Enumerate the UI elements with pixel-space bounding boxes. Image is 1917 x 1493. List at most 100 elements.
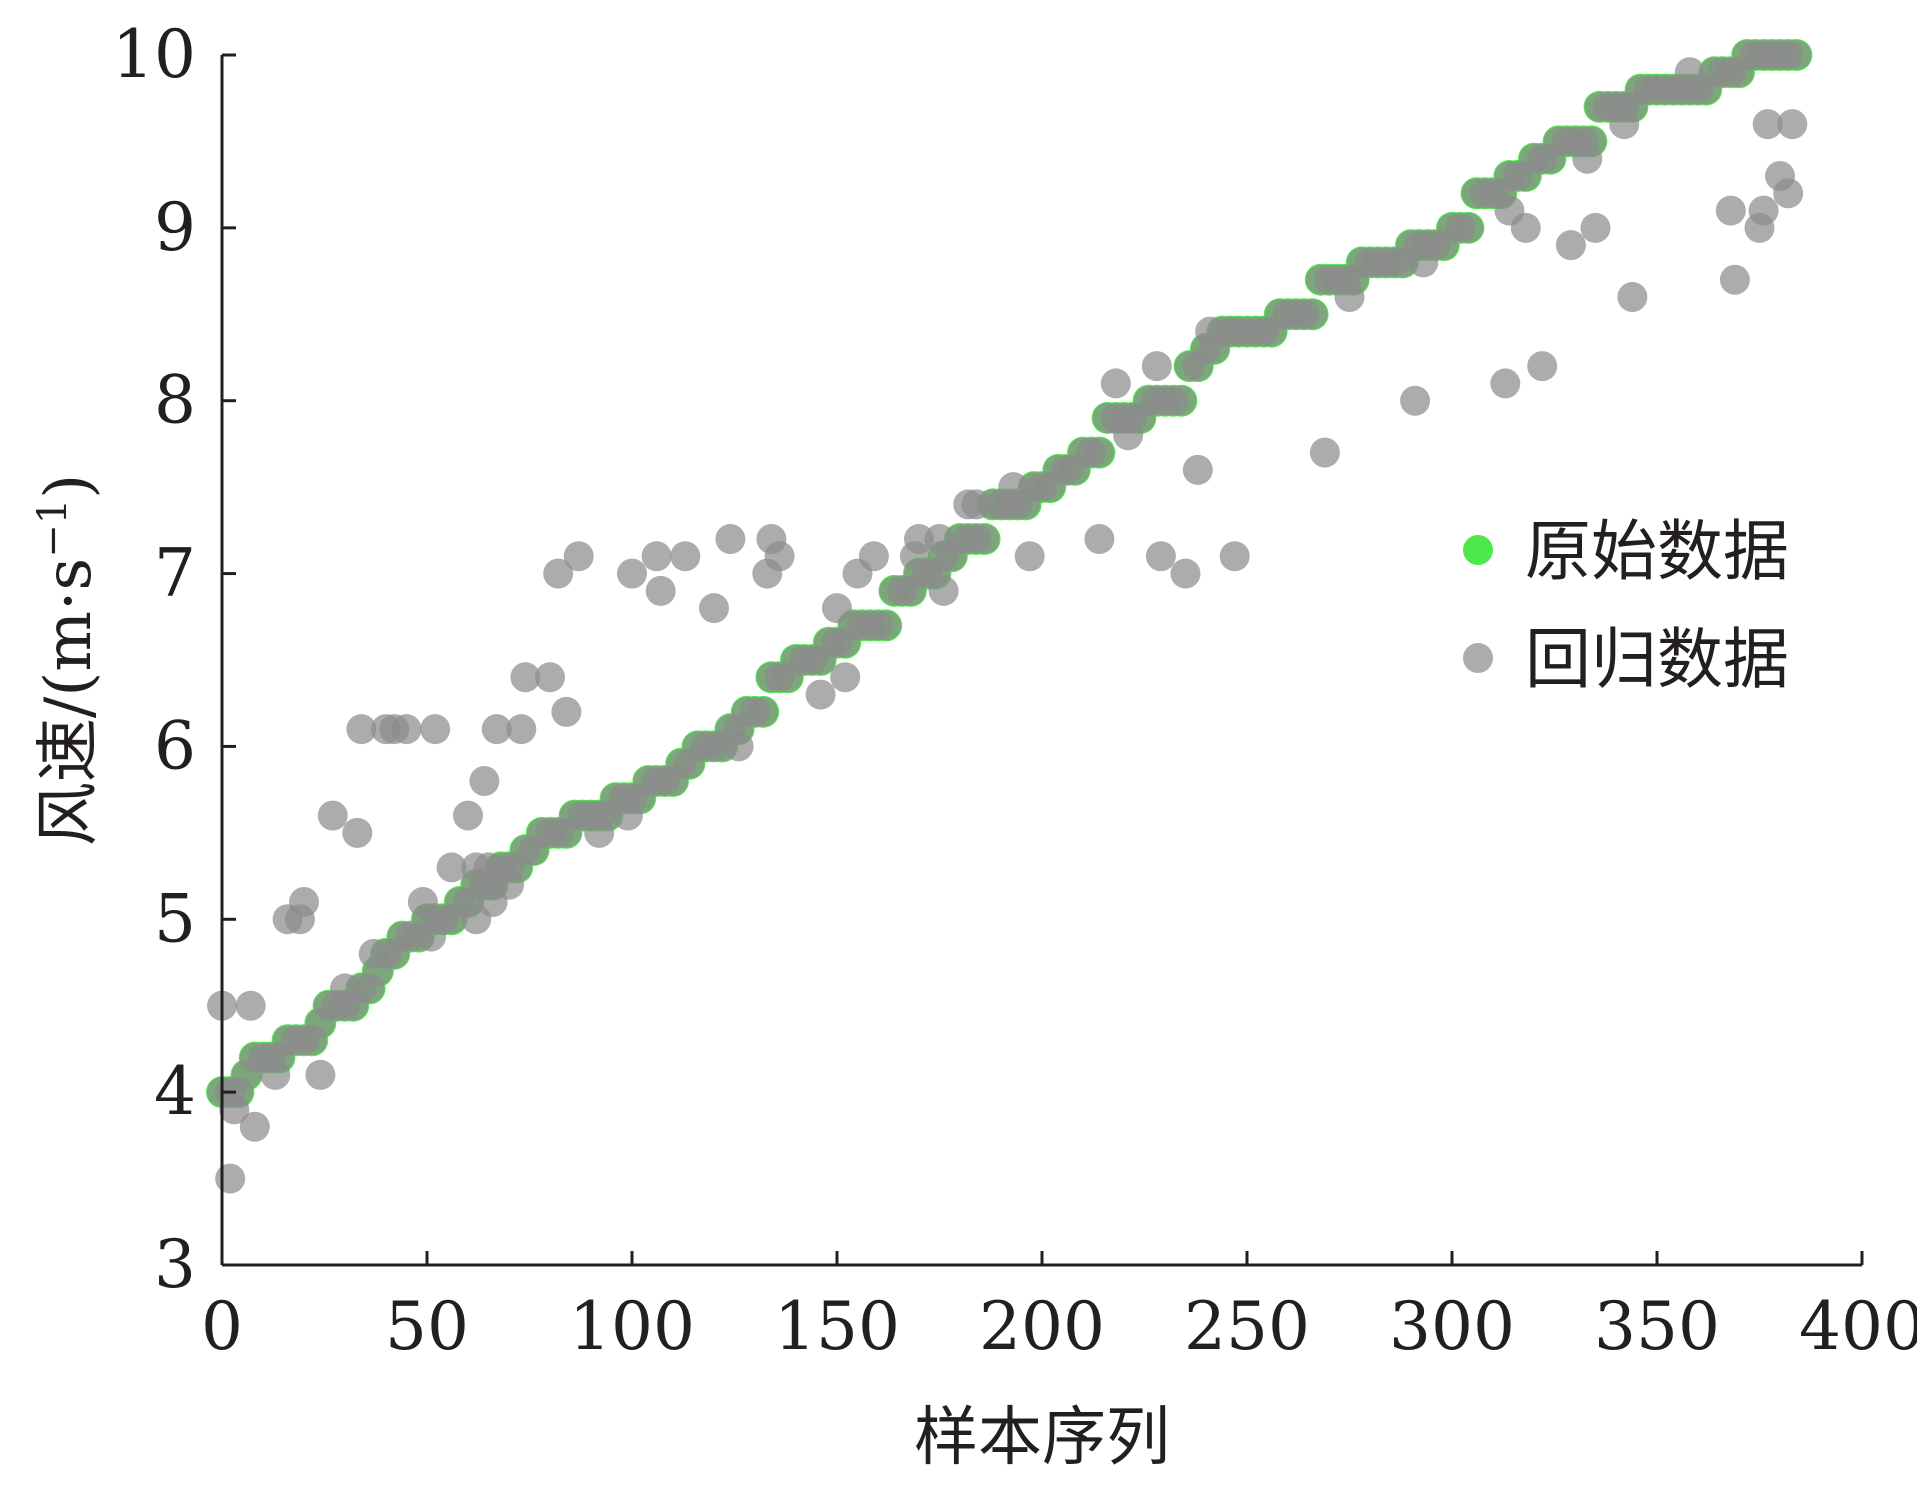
regression-data-point bbox=[535, 662, 565, 693]
regression-data-point bbox=[563, 541, 594, 572]
regression-data-point bbox=[641, 541, 672, 572]
regression-data-point bbox=[1510, 212, 1541, 243]
y-tick-label: 7 bbox=[154, 535, 196, 612]
regression-data-point bbox=[1400, 385, 1431, 416]
regression-data-point bbox=[969, 524, 1000, 554]
regression-data-point bbox=[1752, 109, 1783, 140]
regression-data-point bbox=[235, 990, 266, 1021]
regression-data-point bbox=[723, 731, 754, 762]
regression-data-point bbox=[239, 1111, 270, 1142]
y-tick-label: 5 bbox=[154, 880, 196, 957]
y-tick-label: 9 bbox=[154, 189, 196, 266]
regression-data-point bbox=[436, 852, 467, 883]
regression-data-point bbox=[481, 714, 512, 745]
regression-data-point bbox=[764, 541, 795, 572]
regression-data-point bbox=[416, 921, 447, 952]
regression-data-point bbox=[1182, 454, 1213, 485]
regression-data-point bbox=[1609, 109, 1640, 140]
y-tick-label: 3 bbox=[154, 1226, 196, 1303]
legend-label-original: 原始数据 bbox=[1525, 513, 1789, 590]
plot-points bbox=[206, 39, 1813, 1194]
regression-data-point bbox=[617, 558, 647, 589]
regression-data-point bbox=[1490, 368, 1521, 399]
x-axis-title: 样本序列 bbox=[914, 1401, 1170, 1475]
regression-data-point bbox=[1141, 351, 1172, 382]
regression-data-point bbox=[1777, 109, 1808, 140]
regression-data-point bbox=[1719, 264, 1750, 295]
regression-data-point bbox=[1580, 212, 1611, 243]
regression-data-point bbox=[858, 541, 889, 572]
regression-data-point bbox=[506, 714, 537, 745]
regression-data-point bbox=[924, 524, 955, 554]
regression-data-point bbox=[830, 662, 861, 693]
regression-data-point bbox=[1527, 351, 1558, 382]
regression-data-point bbox=[453, 800, 483, 831]
regression-data-point bbox=[407, 887, 438, 917]
x-tick-label: 50 bbox=[385, 1288, 469, 1365]
y-axis-title-superscript: −1 bbox=[30, 499, 76, 558]
regression-data-point bbox=[1100, 368, 1131, 399]
regression-data-point bbox=[260, 1059, 291, 1090]
regression-data-point bbox=[1674, 57, 1705, 88]
regression-data-point bbox=[1309, 437, 1340, 468]
regression-data-point bbox=[1195, 316, 1226, 347]
regression-data-point bbox=[1773, 178, 1804, 209]
regression-data-point bbox=[1297, 299, 1328, 330]
regression-data-point bbox=[305, 1059, 336, 1090]
legend-marker-regression bbox=[1463, 643, 1493, 673]
regression-data-point bbox=[1781, 40, 1812, 70]
regression-data-point bbox=[219, 1094, 250, 1125]
regression-data-point bbox=[670, 541, 701, 572]
y-tick-label: 4 bbox=[154, 1053, 196, 1130]
regression-data-point bbox=[748, 696, 779, 727]
regression-data-point bbox=[469, 766, 500, 796]
y-tick-label: 6 bbox=[154, 707, 196, 784]
regression-data-point bbox=[358, 938, 389, 969]
regression-data-point bbox=[645, 575, 676, 606]
x-tick-label: 150 bbox=[774, 1288, 900, 1365]
x-tick-label: 300 bbox=[1389, 1288, 1515, 1365]
x-tick-label: 100 bbox=[569, 1288, 695, 1365]
regression-data-point bbox=[391, 714, 422, 745]
regression-data-point bbox=[1453, 212, 1484, 243]
regression-data-point bbox=[612, 800, 643, 831]
ticks: 0 50 100 150 200 250 300 350 400 3 4 5 6 7 8 9 10 bbox=[112, 16, 1917, 1365]
regression-data-point bbox=[289, 887, 319, 917]
x-tick-label: 200 bbox=[979, 1288, 1105, 1365]
regression-data-point bbox=[317, 800, 348, 831]
legend: 原始数据 回归数据 bbox=[1463, 513, 1789, 698]
regression-data-point bbox=[420, 714, 451, 745]
regression-data-point bbox=[1145, 541, 1176, 572]
regression-data-point bbox=[215, 1163, 246, 1194]
y-axis-title-close: ) bbox=[32, 474, 106, 499]
x-tick-label: 400 bbox=[1799, 1288, 1917, 1365]
regression-data-point bbox=[822, 593, 852, 624]
regression-data-point bbox=[1555, 230, 1586, 261]
y-axis-title: 风速/(m·s−1) bbox=[30, 474, 106, 846]
x-tick-label: 350 bbox=[1594, 1288, 1720, 1365]
regression-data-point bbox=[510, 662, 541, 693]
regression-data-point bbox=[715, 524, 746, 554]
legend-label-regression: 回归数据 bbox=[1525, 621, 1789, 698]
regression-data-point bbox=[1113, 420, 1144, 451]
regression-data-point bbox=[473, 852, 504, 883]
regression-data-point bbox=[1617, 282, 1648, 312]
regression-data-point bbox=[699, 593, 729, 624]
regression-data-point bbox=[1334, 282, 1365, 312]
regression-data-point bbox=[584, 817, 615, 848]
regression-data-point bbox=[346, 714, 377, 745]
regression-data-point bbox=[1408, 247, 1439, 278]
y-tick-label: 10 bbox=[112, 16, 196, 93]
regression-data-point bbox=[871, 610, 902, 641]
regression-data-point bbox=[1572, 143, 1603, 174]
regression-data-point bbox=[904, 524, 934, 554]
regression-data-point bbox=[805, 679, 836, 710]
legend-marker-original bbox=[1463, 535, 1493, 565]
regression-data-point bbox=[1748, 195, 1779, 226]
y-tick-label: 8 bbox=[154, 362, 196, 439]
regression-data-point bbox=[998, 472, 1029, 503]
regression-data-point bbox=[1084, 437, 1115, 468]
regression-data-point bbox=[494, 869, 524, 900]
x-tick-label: 250 bbox=[1184, 1288, 1310, 1365]
